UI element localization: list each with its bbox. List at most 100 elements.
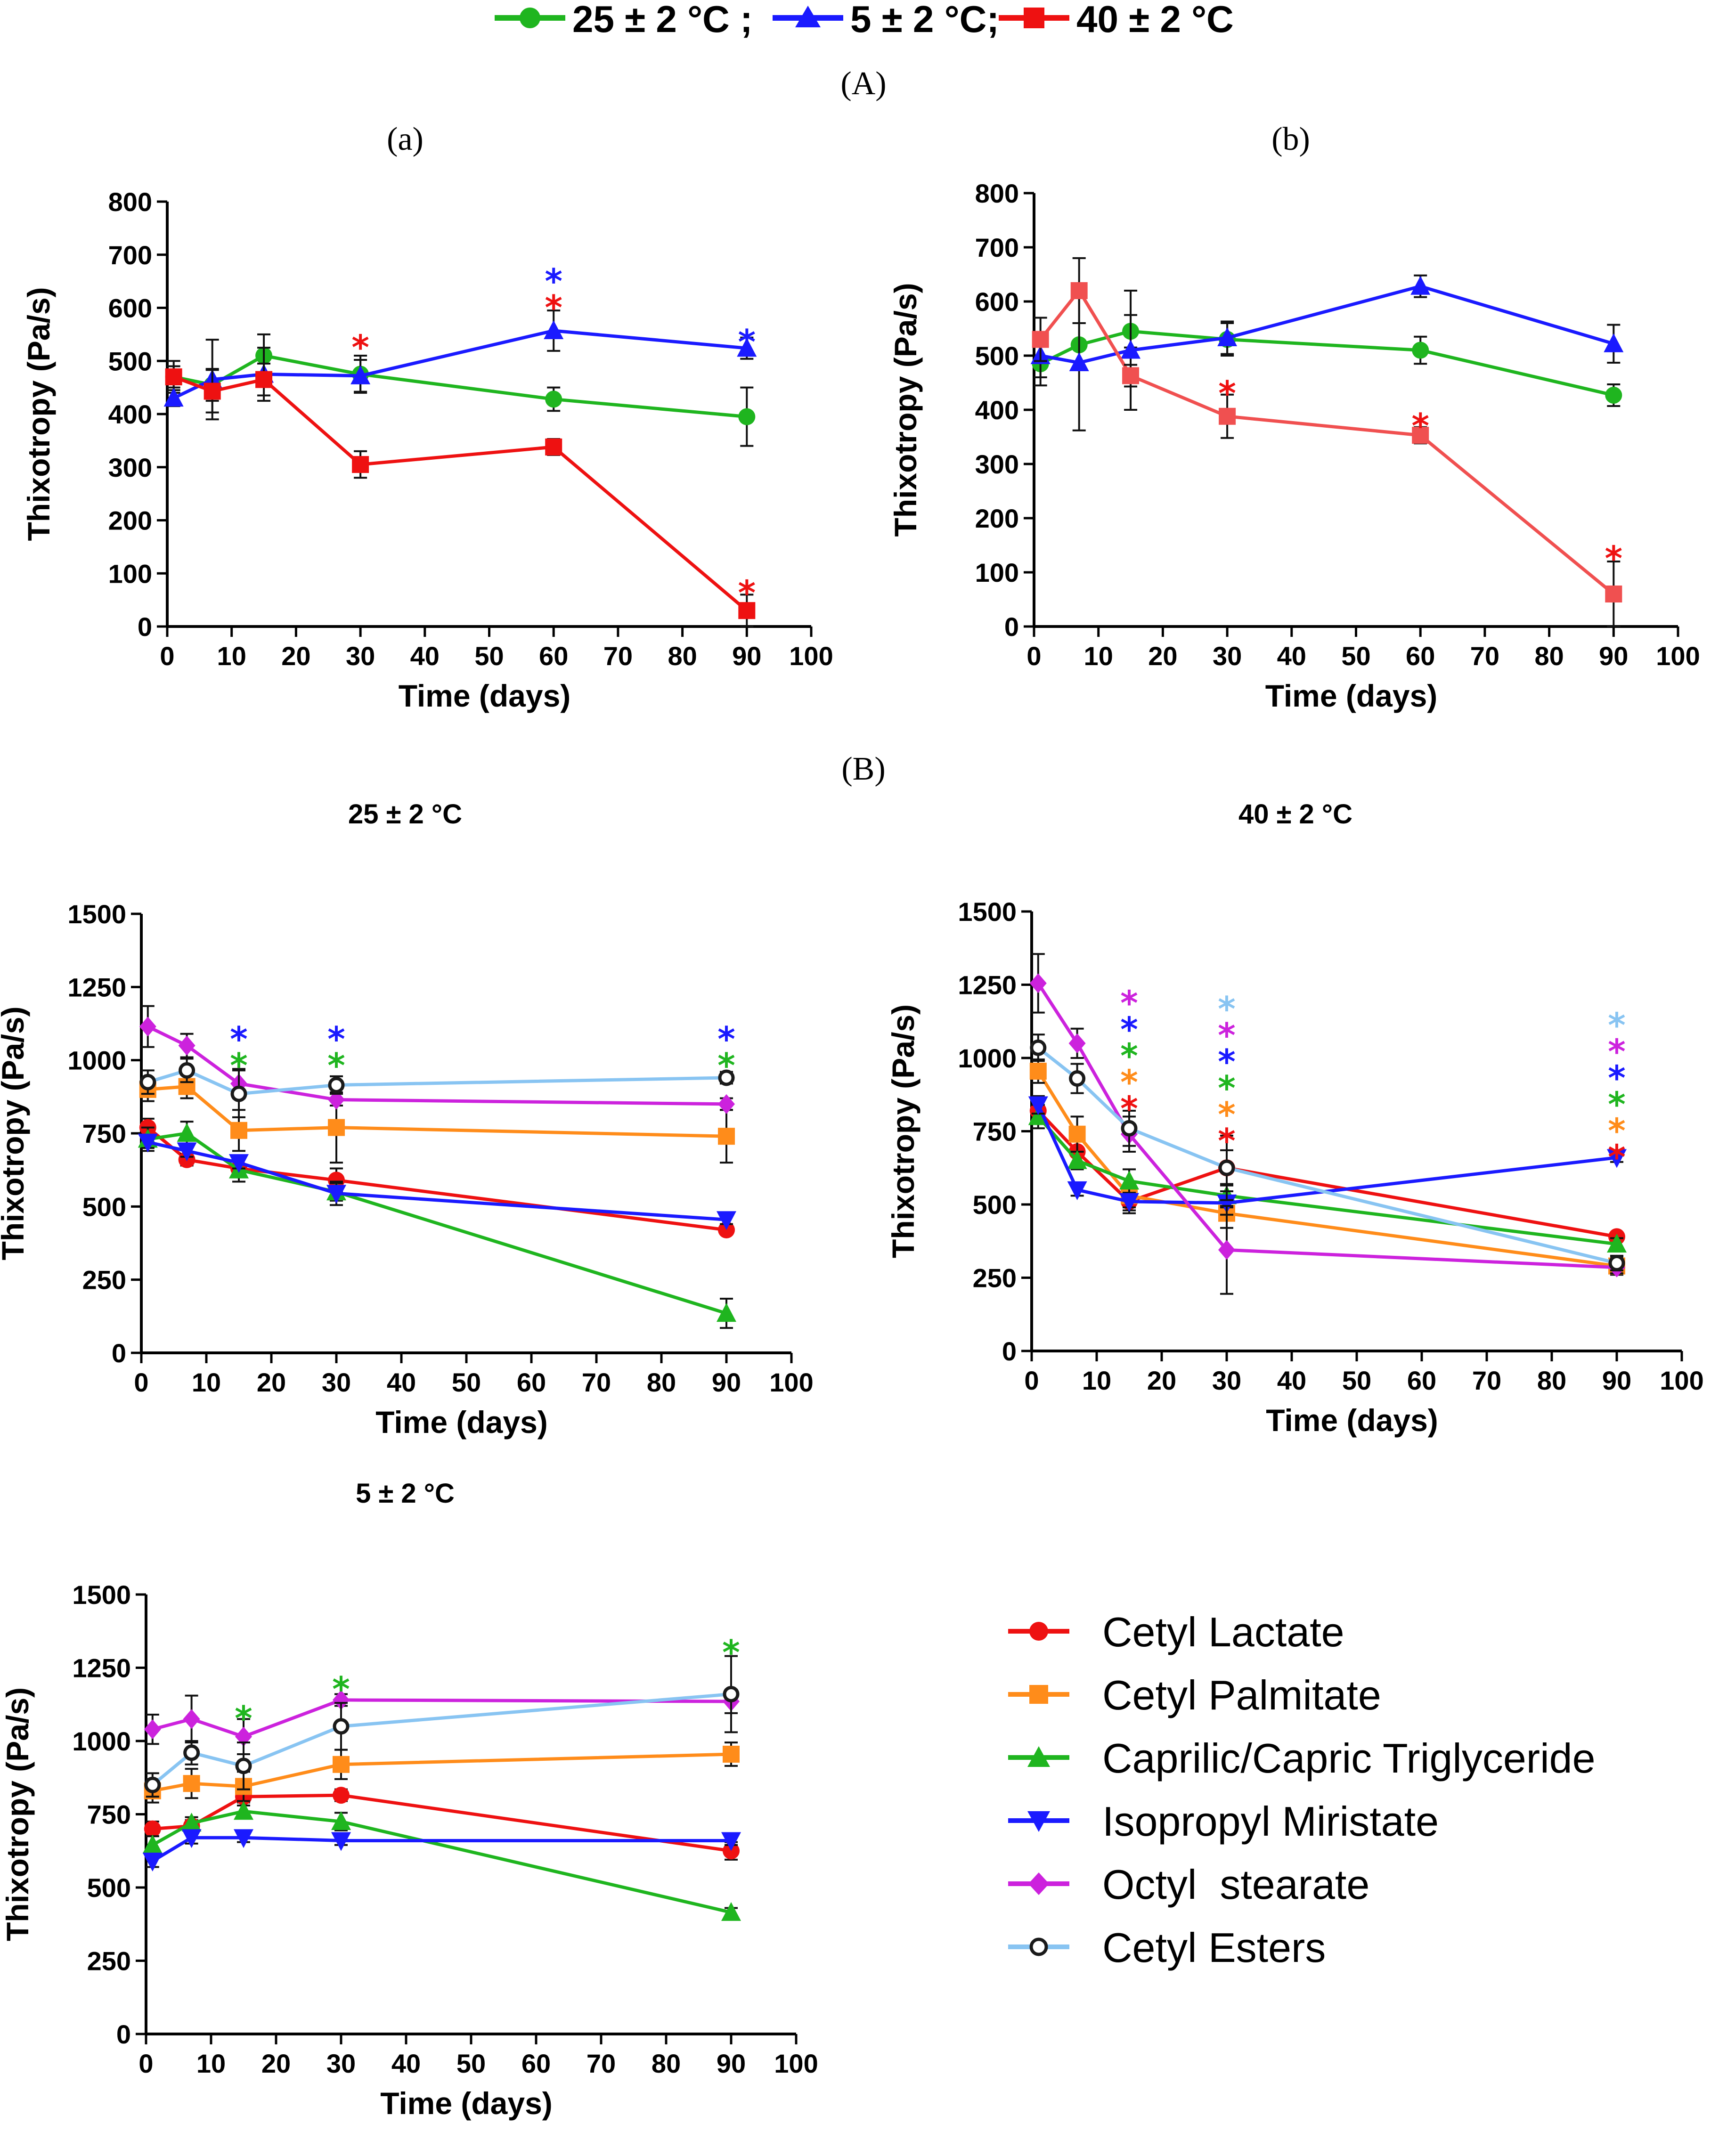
series-cetyl-lactate <box>1029 1098 1625 1245</box>
data-point <box>139 1017 156 1037</box>
data-point <box>723 1745 740 1763</box>
x-tick-label: 60 <box>539 641 568 671</box>
x-tick-label: 30 <box>322 1367 351 1397</box>
x-tick-label: 50 <box>452 1367 481 1397</box>
y-tick-label: 500 <box>82 1192 126 1221</box>
data-point <box>718 1094 735 1114</box>
y-tick-label: 700 <box>975 233 1019 262</box>
data-point <box>144 1820 161 1838</box>
data-point <box>718 1069 735 1086</box>
y-tick-label: 0 <box>1002 1336 1017 1366</box>
x-tick-label: 70 <box>1470 641 1499 671</box>
x-tick-label: 50 <box>1341 641 1370 671</box>
data-point <box>1121 1120 1138 1137</box>
y-tick-label: 1500 <box>67 899 126 929</box>
y-tick-label: 1500 <box>958 897 1017 927</box>
series-5-2-c <box>1030 274 1624 431</box>
x-tick-label: 40 <box>410 641 440 671</box>
data-point <box>1070 282 1088 299</box>
data-point <box>717 1303 736 1322</box>
y-tick-label: 0 <box>138 612 152 642</box>
significance-star: * <box>717 1019 735 1059</box>
significance-star: * <box>1218 374 1236 413</box>
data-point <box>1219 407 1236 425</box>
top-legend-entry-5c: 5 ± 2 °C; <box>773 0 999 40</box>
data-point <box>333 1690 350 1710</box>
significance-star: * <box>738 573 756 612</box>
significance-star: * <box>1218 1095 1236 1134</box>
significance-star: * <box>1218 1068 1236 1108</box>
data-point <box>350 365 371 384</box>
data-point <box>738 602 756 619</box>
data-point <box>1412 427 1429 444</box>
x-axis-title: Time (days) <box>1266 1403 1438 1438</box>
data-point <box>1604 333 1624 352</box>
significance-star: * <box>1605 539 1622 578</box>
data-point <box>139 1074 156 1090</box>
x-tick-label: 20 <box>281 641 310 671</box>
data-point <box>1068 1033 1086 1053</box>
data-point <box>1029 1062 1047 1080</box>
x-tick-label: 0 <box>1024 1366 1039 1395</box>
y-tick-label: 400 <box>108 399 152 429</box>
y-tick-label: 400 <box>975 395 1019 425</box>
x-tick-label: 100 <box>1660 1366 1703 1395</box>
y-tick-label: 600 <box>108 293 152 323</box>
significance-star: * <box>1120 1010 1138 1050</box>
x-tick-label: 80 <box>1534 641 1564 671</box>
panel-title-b: (b) <box>1271 121 1310 157</box>
significance-star: * <box>1120 1036 1138 1076</box>
data-point <box>177 1123 197 1142</box>
chart-b: 0 100 200 300 400 500 600 700 800 0 10 20 30 40 50 60 70… <box>888 179 1700 713</box>
data-point <box>737 338 757 357</box>
legend-entry-cetyl-palmitate: Cetyl Palmitate <box>1008 1672 1381 1718</box>
data-point <box>230 1085 247 1102</box>
y-tick-label: 500 <box>975 341 1019 371</box>
significance-star: * <box>327 1019 345 1059</box>
y-tick-label: 0 <box>116 2019 131 2049</box>
data-point <box>1605 586 1622 602</box>
data-point <box>1069 1070 1086 1087</box>
x-tick-label: 20 <box>257 1367 286 1397</box>
y-tick-label: 200 <box>108 506 152 536</box>
data-point <box>1218 1159 1235 1176</box>
y-tick-label: 1250 <box>72 1653 131 1683</box>
x-tick-label: 90 <box>1599 641 1628 671</box>
significance-star: * <box>1218 1042 1236 1082</box>
data-point <box>1410 276 1431 295</box>
data-point <box>1029 973 1047 993</box>
x-tick-label: 60 <box>1406 641 1435 671</box>
data-point <box>144 1776 161 1793</box>
data-point <box>328 1076 345 1093</box>
x-tick-label: 30 <box>1213 641 1242 671</box>
x-tick-label: 20 <box>261 2049 291 2078</box>
x-tick-label: 60 <box>517 1367 546 1397</box>
y-tick-label: 750 <box>973 1117 1017 1147</box>
data-point <box>255 371 273 388</box>
x-tick-label: 40 <box>387 1367 416 1397</box>
data-point <box>178 1035 196 1056</box>
y-tick-label: 500 <box>87 1873 131 1903</box>
x-tick-label: 100 <box>774 2049 818 2078</box>
data-point <box>1068 1125 1086 1143</box>
data-point <box>717 1211 736 1230</box>
top-legend-entry-40c: 40 ± 2 °C <box>999 0 1234 40</box>
x-tick-label: 100 <box>769 1367 813 1397</box>
x-tick-label: 10 <box>1082 1366 1111 1395</box>
y-tick-label: 800 <box>108 187 152 217</box>
panel-title-d: 40 ± 2 °C <box>1238 799 1352 830</box>
data-point <box>1069 352 1089 371</box>
y-tick-label: 1000 <box>67 1046 126 1075</box>
data-point <box>328 1119 345 1136</box>
legend: Cetyl Lactate Cetyl Palmitate Caprilic/C… <box>1008 1609 1596 1971</box>
data-point <box>183 1744 200 1761</box>
data-point <box>331 1811 351 1831</box>
data-point <box>1218 1240 1235 1260</box>
significance-star: * <box>1218 1016 1236 1055</box>
data-point <box>1032 331 1049 348</box>
series-line-40-2-c <box>173 375 748 612</box>
significance-star: * <box>1608 1058 1626 1098</box>
panel-title-c: 25 ± 2 °C <box>348 799 462 830</box>
y-axis-title: Thixotropy (Pa/s) <box>886 1004 921 1258</box>
